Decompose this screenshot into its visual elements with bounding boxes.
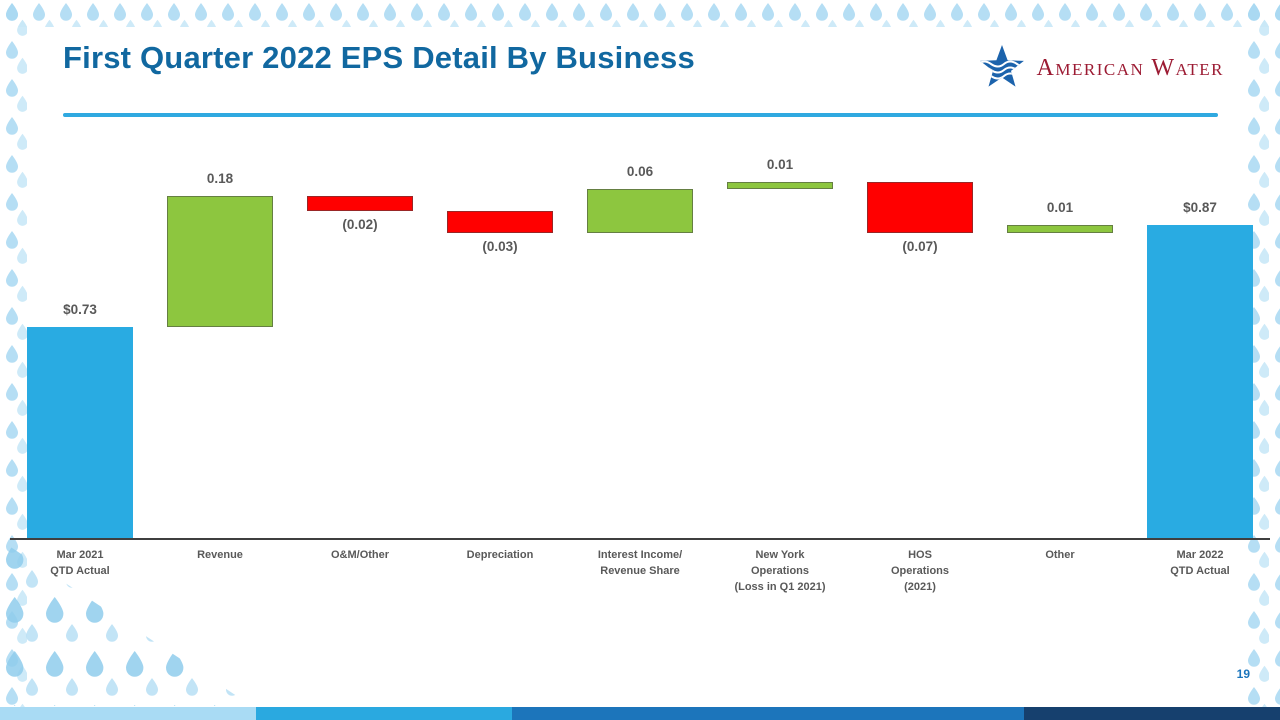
american-water-logo: American Water [976, 44, 1224, 92]
waterfall-bar-decrease [447, 210, 553, 233]
bar-value-label: $0.73 [63, 302, 97, 318]
footer-color-segment [1024, 707, 1280, 720]
category-label: O&M/Other [330, 549, 390, 561]
slide-title: First Quarter 2022 EPS Detail By Busines… [63, 40, 695, 75]
category-label: Revenue [197, 549, 243, 561]
page-number: 19 [1236, 667, 1250, 681]
category-label: Mar 2021 QTD Actual [50, 549, 110, 577]
category-label: New York Operations (Loss in Q1 2021) [734, 549, 826, 593]
footer-color-bar [0, 707, 1280, 720]
bar-value-label: (0.02) [342, 216, 378, 232]
waterfall-plot: $0.73 0.18 (0.02) (0.03) 0.06 0.01 (0.07) 0.01 $… [10, 138, 1270, 540]
waterfall-bar-total [27, 327, 133, 538]
waterfall-bar-decrease [307, 196, 413, 211]
waterfall-bar-increase [727, 181, 833, 189]
bar-value-label: (0.03) [482, 238, 518, 254]
bar-value-label: 0.18 [206, 171, 234, 187]
waterfall-bar-decrease [867, 181, 973, 233]
bar-value-label: $0.87 [1183, 200, 1217, 216]
category-label: Interest Income/ Revenue Share [597, 549, 683, 577]
waterfall-bar-total [1147, 225, 1253, 538]
footer-color-segment [256, 707, 512, 720]
star-icon [979, 45, 1024, 87]
footer-color-segment [512, 707, 1024, 720]
waterfall-bar-increase [587, 188, 693, 233]
waterfall-bar-increase [167, 196, 273, 328]
waterfall-bar-increase [1007, 225, 1113, 233]
category-axis: Mar 2021 QTD Actual Revenue O&M/Other Depre… [10, 540, 1270, 595]
bar-value-label: 0.06 [626, 163, 654, 179]
category-label: Mar 2022 QTD Actual [1170, 549, 1230, 577]
waterfall-chart: $0.73 0.18 (0.02) (0.03) 0.06 0.01 (0.07) 0.01 $… [10, 138, 1270, 595]
category-label: HOS Operations (2021) [890, 549, 950, 593]
bar-value-label: 0.01 [766, 156, 794, 172]
bar-value-label: 0.01 [1046, 200, 1074, 216]
title-underline [63, 113, 1218, 117]
footer-color-segment [0, 707, 256, 720]
category-label: Other [1045, 549, 1075, 561]
logo-wordmark: American Water [1036, 55, 1224, 81]
bar-value-label: (0.07) [902, 238, 938, 254]
category-label: Depreciation [466, 549, 534, 561]
